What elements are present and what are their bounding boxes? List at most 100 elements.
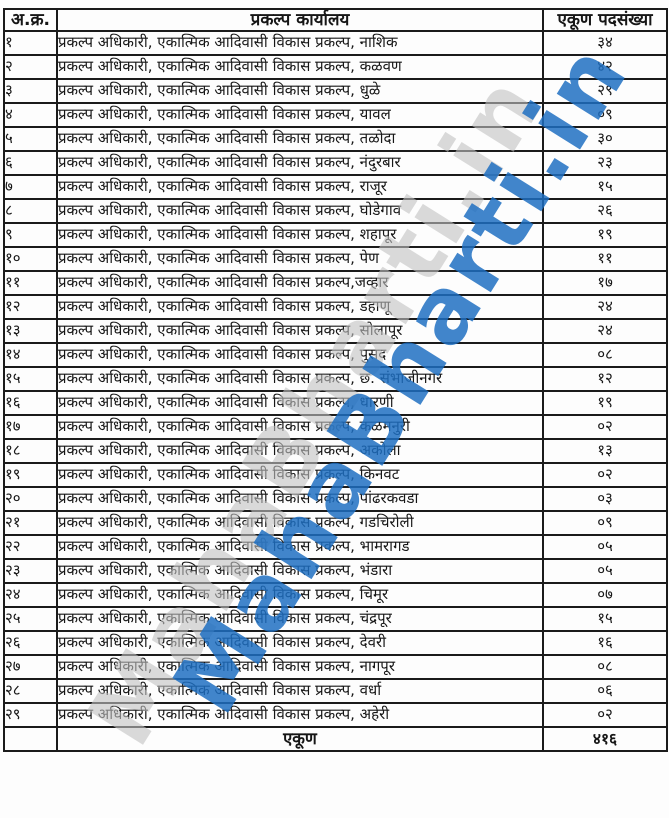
table-row: १३ प्रकल्प अधिकारी, एकात्मिक आदिवासी विका… [3,318,668,344]
cell-office: प्रकल्प अधिकारी, एकात्मिक आदिवासी विकास … [56,198,544,224]
table-row: २३ प्रकल्प अधिकारी, एकात्मिक आदिवासी विका… [3,558,668,584]
cell-office: प्रकल्प अधिकारी, एकात्मिक आदिवासी विकास … [56,318,544,344]
table-header: अ.क्र. प्रकल्प कार्यालय एकूण पदसंख्या [3,8,668,32]
cell-serial: ३ [3,78,58,104]
cell-office: प्रकल्प अधिकारी, एकात्मिक आदिवासी विकास … [56,486,544,512]
cell-office: प्रकल्प अधिकारी, एकात्मिक आदिवासी विकास … [56,222,544,248]
table-row: १५ प्रकल्प अधिकारी, एकात्मिक आदिवासी विका… [3,366,668,392]
cell-serial: २४ [3,582,58,608]
cell-serial: १३ [3,318,58,344]
cell-posts: २६ [542,198,668,224]
cell-serial: १४ [3,342,58,368]
table-row: १२ प्रकल्प अधिकारी, एकात्मिक आदिवासी विका… [3,294,668,320]
cell-serial: ९ [3,222,58,248]
cell-posts: ०८ [542,654,668,680]
cell-posts: ४२ [542,54,668,80]
table-row: २ प्रकल्प अधिकारी, एकात्मिक आदिवासी विकास… [3,54,668,80]
table-row: १६ प्रकल्प अधिकारी, एकात्मिक आदिवासी विका… [3,390,668,416]
table-row: १९ प्रकल्प अधिकारी, एकात्मिक आदिवासी विका… [3,462,668,488]
cell-serial: ६ [3,150,58,176]
table-row: १८ प्रकल्प अधिकारी, एकात्मिक आदिवासी विका… [3,438,668,464]
table-row: १ प्रकल्प अधिकारी, एकात्मिक आदिवासी विकास… [3,30,668,56]
cell-serial: १९ [3,462,58,488]
cell-office: प्रकल्प अधिकारी, एकात्मिक आदिवासी विकास … [56,270,544,296]
cell-office: प्रकल्प अधिकारी, एकात्मिक आदिवासी विकास … [56,702,544,728]
cell-posts: १३ [542,438,668,464]
cell-serial: २१ [3,510,58,536]
cell-posts: ०२ [542,702,668,728]
cell-posts: १९ [542,222,668,248]
cell-serial: २ [3,54,58,80]
cell-posts: १२ [542,366,668,392]
table-row: १७ प्रकल्प अधिकारी, एकात्मिक आदिवासी विका… [3,414,668,440]
cell-posts: ०९ [542,102,668,128]
cell-posts: २४ [542,294,668,320]
cell-office: प्रकल्प अधिकारी, एकात्मिक आदिवासी विकास … [56,150,544,176]
cell-posts: ०२ [542,414,668,440]
cell-posts: १७ [542,270,668,296]
cell-office: प्रकल्प अधिकारी, एकात्मिक आदिवासी विकास … [56,342,544,368]
cell-posts: २९ [542,78,668,104]
col-header-posts: एकूण पदसंख्या [542,8,668,32]
table-row: २१ प्रकल्प अधिकारी, एकात्मिक आदिवासी विका… [3,510,668,536]
total-row: एकूण ४१६ [3,726,668,752]
cell-posts: ०३ [542,486,668,512]
table-row: २७ प्रकल्प अधिकारी, एकात्मिक आदिवासी विका… [3,654,668,680]
table-row: ११ प्रकल्प अधिकारी, एकात्मिक आदिवासी विका… [3,270,668,296]
cell-serial: ५ [3,126,58,152]
table-footer: एकूण ४१६ [3,726,668,752]
cell-serial: २० [3,486,58,512]
cell-office: प्रकल्प अधिकारी, एकात्मिक आदिवासी विकास … [56,30,544,56]
cell-serial: ७ [3,174,58,200]
cell-office: प्रकल्प अधिकारी, एकात्मिक आदिवासी विकास … [56,438,544,464]
cell-office: प्रकल्प अधिकारी, एकात्मिक आदिवासी विकास … [56,414,544,440]
cell-posts: ०९ [542,510,668,536]
cell-office: प्रकल्प अधिकारी, एकात्मिक आदिवासी विकास … [56,294,544,320]
cell-office: प्रकल्प अधिकारी, एकात्मिक आदिवासी विकास … [56,246,544,272]
cell-office: प्रकल्प अधिकारी, एकात्मिक आदिवासी विकास … [56,510,544,536]
cell-posts: ०८ [542,342,668,368]
cell-serial: २२ [3,534,58,560]
cell-office: प्रकल्प अधिकारी, एकात्मिक आदिवासी विकास … [56,606,544,632]
table-body: १ प्रकल्प अधिकारी, एकात्मिक आदिवासी विकास… [3,30,668,728]
cell-posts: ११ [542,246,668,272]
col-header-serial: अ.क्र. [3,8,58,32]
cell-posts: ०५ [542,558,668,584]
cell-serial: ४ [3,102,58,128]
cell-serial: ११ [3,270,58,296]
table-row: १० प्रकल्प अधिकारी, एकात्मिक आदिवासी विका… [3,246,668,272]
cell-posts: १९ [542,390,668,416]
cell-office: प्रकल्प अधिकारी, एकात्मिक आदिवासी विकास … [56,582,544,608]
total-label: एकूण [56,726,544,752]
cell-serial: ८ [3,198,58,224]
table-row: १४ प्रकल्प अधिकारी, एकात्मिक आदिवासी विका… [3,342,668,368]
cell-office: प्रकल्प अधिकारी, एकात्मिक आदिवासी विकास … [56,534,544,560]
cell-office: प्रकल्प अधिकारी, एकात्मिक आदिवासी विकास … [56,174,544,200]
cell-serial: २९ [3,702,58,728]
table-row: ८ प्रकल्प अधिकारी, एकात्मिक आदिवासी विकास… [3,198,668,224]
cell-serial: १० [3,246,58,272]
cell-posts: २३ [542,150,668,176]
cell-posts: ०५ [542,534,668,560]
cell-office: प्रकल्प अधिकारी, एकात्मिक आदिवासी विकास … [56,630,544,656]
cell-posts: १५ [542,606,668,632]
total-empty-cell [3,726,58,752]
table-row: ६ प्रकल्प अधिकारी, एकात्मिक आदिवासी विकास… [3,150,668,176]
cell-office: प्रकल्प अधिकारी, एकात्मिक आदिवासी विकास … [56,102,544,128]
cell-serial: १ [3,30,58,56]
cell-posts: ०२ [542,462,668,488]
table-row: २२ प्रकल्प अधिकारी, एकात्मिक आदिवासी विका… [3,534,668,560]
cell-office: प्रकल्प अधिकारी, एकात्मिक आदिवासी विकास … [56,366,544,392]
cell-serial: १२ [3,294,58,320]
cell-posts: ३४ [542,30,668,56]
cell-serial: १८ [3,438,58,464]
cell-posts: १६ [542,630,668,656]
col-header-office: प्रकल्प कार्यालय [56,8,544,32]
cell-serial: १७ [3,414,58,440]
table-row: २९ प्रकल्प अधिकारी, एकात्मिक आदिवासी विका… [3,702,668,728]
cell-serial: २३ [3,558,58,584]
cell-serial: १५ [3,366,58,392]
cell-serial: २८ [3,678,58,704]
cell-posts: ३० [542,126,668,152]
